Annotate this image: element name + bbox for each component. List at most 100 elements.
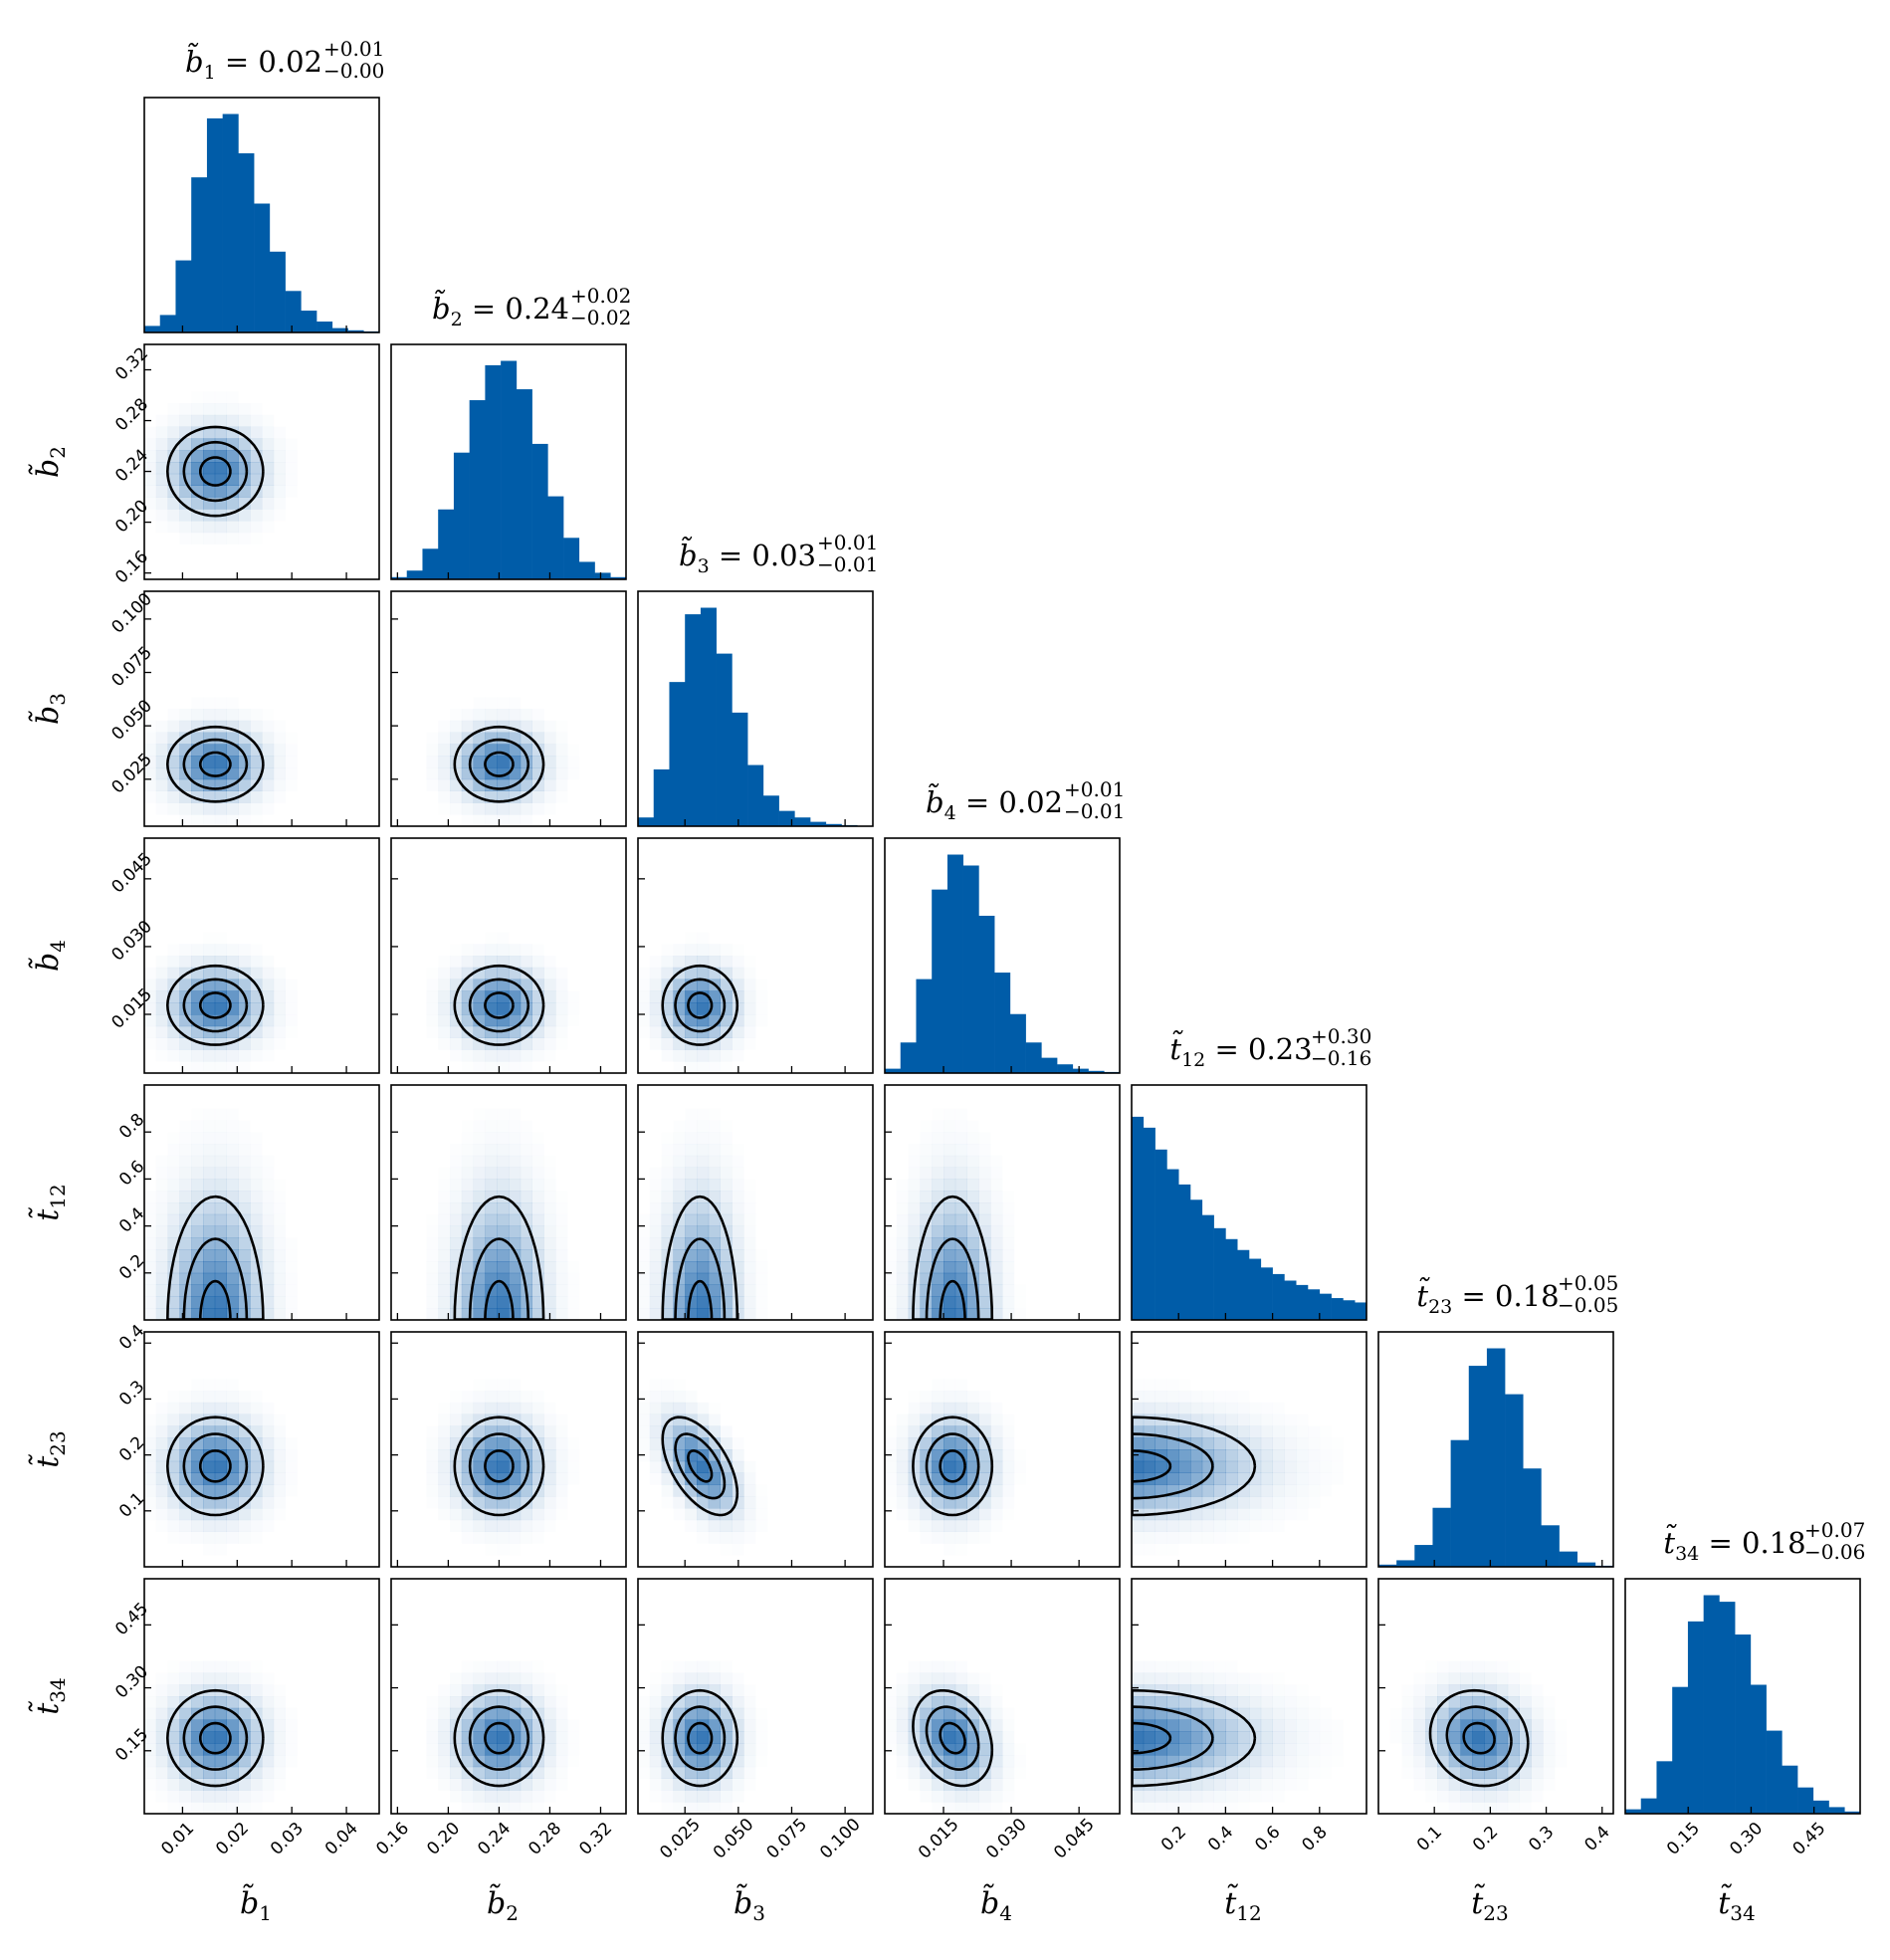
density-cell xyxy=(662,956,674,968)
density-cell xyxy=(1402,1720,1414,1732)
density-cell xyxy=(932,1191,945,1203)
density-cell xyxy=(227,1661,239,1673)
contour-2 xyxy=(674,1705,727,1771)
density-cell xyxy=(1132,1661,1144,1673)
density-cell xyxy=(438,1249,451,1262)
density-cell xyxy=(450,1144,462,1156)
density-cell xyxy=(274,509,286,521)
density-cell xyxy=(1296,1696,1308,1708)
density-cell xyxy=(461,1696,474,1709)
density-cell xyxy=(1249,1484,1262,1497)
density-cell xyxy=(1237,1460,1250,1473)
density-cell xyxy=(509,802,522,815)
density-cell xyxy=(978,1755,991,1768)
density-cell xyxy=(227,1532,239,1544)
density-cell xyxy=(1448,1731,1461,1744)
density-cell xyxy=(438,802,450,814)
density-cell xyxy=(238,1778,251,1791)
density-cell xyxy=(697,1802,709,1814)
density-cell xyxy=(1284,1415,1296,1426)
density-cell xyxy=(932,1696,945,1709)
density-cell xyxy=(203,1308,216,1320)
density-cell xyxy=(1014,1308,1026,1320)
density-cell xyxy=(1155,1790,1167,1803)
density-cell xyxy=(203,1120,215,1132)
density-cell xyxy=(485,1707,498,1720)
density-cell xyxy=(226,1496,239,1509)
density-cell xyxy=(1178,1661,1190,1673)
density-cell xyxy=(214,1402,227,1415)
density-cell xyxy=(1155,1379,1167,1391)
density-cell xyxy=(156,1684,168,1696)
density-cell xyxy=(1201,1719,1214,1732)
density-cell xyxy=(755,1249,767,1261)
density-cell xyxy=(978,1520,990,1532)
density-cell xyxy=(1472,1790,1485,1803)
hist-bar xyxy=(1190,1199,1203,1320)
density-cell xyxy=(509,1179,522,1192)
hist-bar xyxy=(1812,1800,1829,1814)
density-cell xyxy=(1272,1449,1285,1462)
density-cell xyxy=(908,1496,921,1509)
density-cell xyxy=(685,1661,697,1673)
hist-bar xyxy=(1414,1545,1433,1567)
density-cell xyxy=(286,1273,298,1285)
density-cell xyxy=(649,990,662,1003)
density-cell xyxy=(497,1308,510,1320)
density-cell xyxy=(214,1249,227,1262)
density-cell xyxy=(438,968,450,980)
density-cell xyxy=(226,1672,239,1685)
density-cell xyxy=(1178,1425,1191,1438)
x-tick-label: 0.025 xyxy=(656,1815,705,1863)
density-cell xyxy=(944,1213,956,1226)
density-cell xyxy=(438,1472,451,1485)
density-cell xyxy=(474,1379,486,1391)
density-cell xyxy=(461,1508,474,1521)
density-cell xyxy=(1132,1672,1145,1685)
density-cell xyxy=(250,403,262,415)
density-cell xyxy=(555,1496,567,1508)
panel-frame xyxy=(1131,1084,1367,1321)
density-cell xyxy=(521,1661,532,1673)
density-cell xyxy=(743,1508,756,1521)
density-cell xyxy=(543,1472,556,1485)
density-cell xyxy=(1507,1790,1520,1803)
density-cell xyxy=(462,814,474,826)
density-cell xyxy=(532,1403,544,1415)
density-cell xyxy=(191,391,203,403)
density-cell xyxy=(273,1296,286,1309)
density-cell xyxy=(473,1308,486,1320)
density-cell xyxy=(1237,1425,1250,1438)
density-cell xyxy=(286,474,298,486)
density-cell xyxy=(461,1272,474,1285)
density-cell xyxy=(1143,1460,1155,1473)
density-cell xyxy=(990,1202,1002,1214)
density-cell xyxy=(473,1025,486,1038)
density-cell xyxy=(214,426,227,439)
density-cell xyxy=(250,533,262,544)
density-cell xyxy=(497,1755,510,1768)
hist-bar xyxy=(700,607,717,826)
panel-frame xyxy=(1624,1578,1861,1815)
density-cell xyxy=(732,1460,744,1473)
density-cell xyxy=(214,1155,227,1168)
density-cell xyxy=(438,1684,450,1696)
density-cell xyxy=(897,1415,909,1426)
density-cell xyxy=(1002,1202,1014,1214)
density-cell xyxy=(662,1049,674,1061)
density-cell xyxy=(262,1156,274,1168)
density-cell xyxy=(685,944,697,956)
density-cell xyxy=(743,1696,755,1708)
density-cell xyxy=(1225,1731,1238,1744)
density-cell xyxy=(920,1437,933,1450)
density-cell xyxy=(1413,1731,1426,1744)
density-cell xyxy=(262,1707,275,1720)
density-cell xyxy=(520,956,532,969)
density-cell xyxy=(661,1402,674,1415)
density-cell xyxy=(215,1802,227,1814)
density-cell xyxy=(179,814,191,826)
panel-frame xyxy=(143,1084,380,1321)
density-cell xyxy=(450,1249,463,1262)
density-cell xyxy=(1190,1425,1203,1438)
panel-12-23 xyxy=(1131,1331,1367,1568)
